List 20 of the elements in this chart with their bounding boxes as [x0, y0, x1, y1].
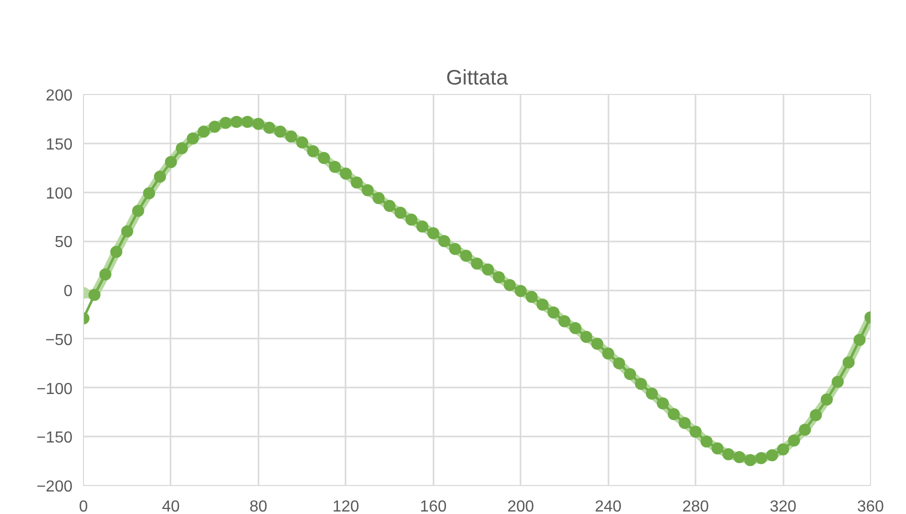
- x-tick-label: 0: [79, 498, 88, 514]
- y-tick-label: 0: [64, 283, 73, 300]
- x-tick-label: 40: [162, 498, 180, 514]
- y-tick-label: −50: [45, 332, 73, 349]
- y-tick-label: 150: [46, 136, 73, 154]
- chart-title: Gittata: [446, 66, 508, 90]
- x-tick-label: 80: [249, 498, 268, 514]
- x-tick-label: 280: [682, 498, 710, 514]
- x-tick-label: 320: [770, 498, 797, 514]
- y-tick-label: −200: [36, 478, 73, 496]
- y-tick-label: −150: [36, 430, 73, 447]
- x-tick-label: 360: [857, 498, 884, 514]
- y-tick-label: 50: [54, 234, 73, 252]
- x-tick-label: 120: [332, 498, 360, 514]
- x-tick-label: 240: [594, 498, 622, 514]
- y-tick-label: 100: [46, 185, 73, 202]
- x-tick-label: 200: [507, 498, 534, 514]
- y-tick-label: −100: [36, 380, 73, 398]
- y-tick-label: 200: [46, 88, 73, 104]
- x-tick-label: 160: [420, 498, 447, 514]
